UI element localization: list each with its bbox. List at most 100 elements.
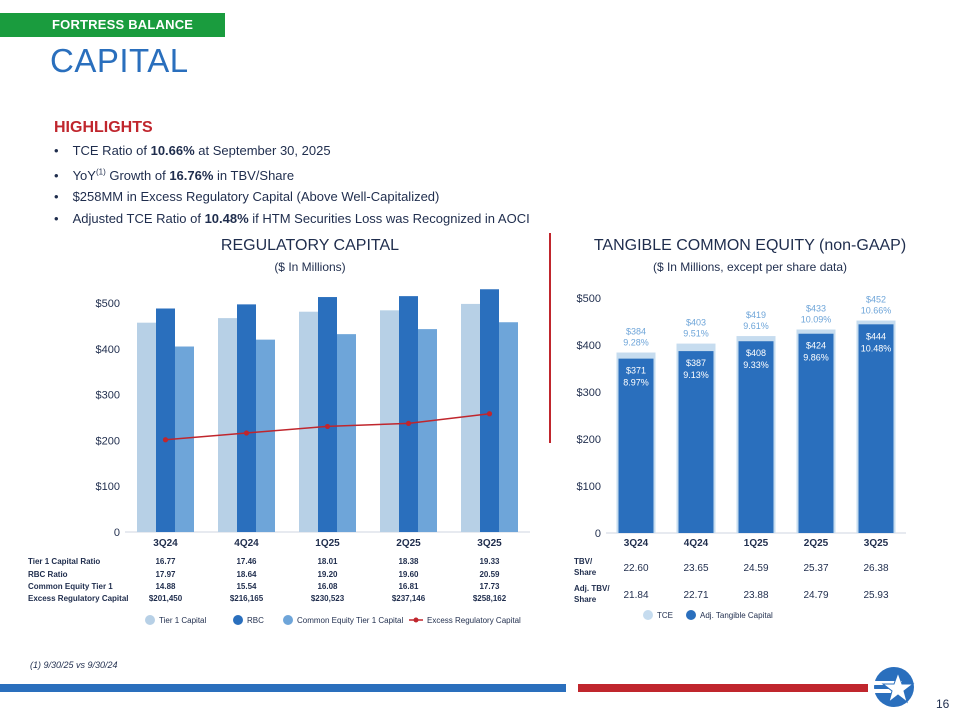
footnote: (1) 9/30/25 vs 9/30/24 — [30, 660, 118, 670]
x-tick-label: 3Q25 — [477, 538, 502, 549]
data-label-tce-ratio: 9.61% — [743, 321, 769, 331]
table-cell: 22.60 — [623, 563, 648, 574]
y-tick-label: $100 — [577, 481, 601, 493]
table-cell: 21.84 — [623, 590, 648, 601]
x-tick-label: 2Q25 — [804, 538, 829, 549]
y-tick-label: $100 — [96, 481, 120, 493]
y-tick-label: 0 — [114, 527, 120, 539]
legend-label: Adj. Tangible Capital — [700, 611, 773, 620]
data-label-adj: $408 — [746, 348, 766, 358]
highlight-text: TCE Ratio of 10.66% at September 30, 202… — [72, 143, 331, 158]
x-tick-label: 1Q25 — [744, 538, 769, 549]
table-row-label: Share — [574, 595, 597, 604]
x-tick-label: 3Q25 — [864, 538, 889, 549]
point-excess-regulatory-capital — [324, 423, 331, 430]
bar-tier-1-capital — [218, 318, 237, 532]
star-logo-icon — [874, 667, 915, 707]
table-cell: $258,162 — [473, 594, 507, 603]
table-cell: 23.88 — [743, 590, 768, 601]
table-cell: 25.37 — [803, 563, 828, 574]
x-tick-label: 3Q24 — [153, 538, 178, 549]
footer-stripe-blue — [0, 684, 566, 692]
footer-stripe-red — [578, 684, 868, 692]
bar-common-equity-tier-1-capital — [175, 346, 194, 532]
table-row-label: RBC Ratio — [28, 570, 68, 579]
highlight-item: • $258MM in Excess Regulatory Capital (Ab… — [54, 189, 440, 205]
table-cell: 18.38 — [398, 557, 419, 566]
data-label-tce: $403 — [686, 318, 706, 328]
data-label-tce: $452 — [866, 295, 886, 305]
legend-marker — [145, 615, 155, 625]
legend-marker — [686, 610, 696, 620]
chart-subtitle-regulatory: ($ In Millions) — [274, 260, 346, 274]
point-excess-regulatory-capital — [486, 411, 493, 417]
data-label-adj-ratio: 9.33% — [743, 360, 769, 370]
y-tick-label: $400 — [577, 340, 601, 352]
legend-marker — [413, 617, 419, 623]
bar-tier-1-capital — [380, 310, 399, 532]
x-tick-label: 2Q25 — [396, 538, 421, 549]
y-tick-label: $200 — [577, 434, 601, 446]
highlight-text: Adjusted TCE Ratio of 10.48% if HTM Secu… — [72, 210, 530, 226]
x-tick-label: 4Q24 — [234, 538, 259, 549]
bar-adj-tangible-capital — [678, 351, 714, 533]
bar-rbc — [318, 297, 337, 532]
table-cell: 22.71 — [683, 590, 708, 601]
legend-label: Excess Regulatory Capital — [427, 616, 521, 625]
bar-common-equity-tier-1-capital — [256, 339, 275, 532]
highlight-text: $258MM in Excess Regulatory Capital (Abo… — [72, 189, 440, 205]
table-row-label: Excess Regulatory Capital — [28, 594, 128, 603]
point-excess-regulatory-capital — [243, 430, 250, 436]
table-cell: 15.54 — [236, 582, 257, 591]
table-cell: 16.77 — [155, 557, 176, 566]
y-tick-label: $200 — [96, 435, 120, 447]
table-cell: 17.97 — [155, 570, 176, 579]
highlight-text: YoY(1) Growth of 16.76% in TBV/Share — [72, 167, 295, 183]
y-tick-label: $500 — [96, 298, 120, 310]
data-label-adj: $387 — [686, 358, 706, 368]
section-tag: FORTRESS BALANCE SHEET — [0, 13, 225, 56]
data-label-adj: $371 — [626, 366, 646, 376]
table-cell: 25.93 — [863, 590, 888, 601]
table-row-label: TBV/ — [574, 557, 593, 566]
y-tick-label: $300 — [577, 387, 601, 399]
table-cell: 17.73 — [479, 582, 500, 591]
table-row-label: Adj. TBV/ — [574, 584, 610, 593]
x-tick-label: 4Q24 — [684, 538, 709, 549]
table-cell: 26.38 — [863, 563, 888, 574]
bar-rbc — [156, 308, 175, 532]
table-cell: 24.79 — [803, 590, 828, 601]
data-label-tce-ratio: 9.51% — [683, 329, 709, 339]
table-cell: 24.59 — [743, 563, 768, 574]
bar-adj-tangible-capital — [618, 358, 654, 533]
data-label-adj-ratio: 9.86% — [803, 353, 829, 363]
table-cell: 20.59 — [479, 570, 500, 579]
y-tick-label: 0 — [595, 528, 601, 540]
bar-rbc — [237, 304, 256, 532]
page-number: 16 — [936, 697, 950, 711]
table-cell: 14.88 — [155, 582, 176, 591]
data-label-adj: $424 — [806, 341, 826, 351]
x-tick-label: 3Q24 — [624, 538, 649, 549]
table-cell: 16.08 — [317, 582, 338, 591]
x-tick-label: 1Q25 — [315, 538, 340, 549]
bar-adj-tangible-capital — [738, 341, 774, 533]
highlights-list: • TCE Ratio of 10.66% at September 30, 20… — [54, 140, 530, 229]
data-label-tce-ratio: 10.66% — [861, 306, 892, 316]
table-cell: $201,450 — [149, 594, 183, 603]
table-cell: 16.81 — [398, 582, 419, 591]
data-label-tce: $384 — [626, 327, 646, 337]
bar-common-equity-tier-1-capital — [418, 329, 437, 532]
legend-marker — [283, 615, 293, 625]
bar-adj-tangible-capital — [858, 324, 894, 533]
bar-tier-1-capital — [299, 311, 318, 532]
data-label-adj-ratio: 8.97% — [623, 378, 649, 388]
data-label-tce-ratio: 9.28% — [623, 338, 649, 348]
table-cell: $230,523 — [311, 594, 345, 603]
table-row-label: Tier 1 Capital Ratio — [28, 557, 100, 566]
page-title: CAPITAL — [50, 42, 189, 79]
data-label-adj-ratio: 9.13% — [683, 370, 709, 380]
table-cell: 17.46 — [236, 557, 257, 566]
bar-rbc — [399, 296, 418, 532]
legend-label: Tier 1 Capital — [159, 616, 207, 625]
